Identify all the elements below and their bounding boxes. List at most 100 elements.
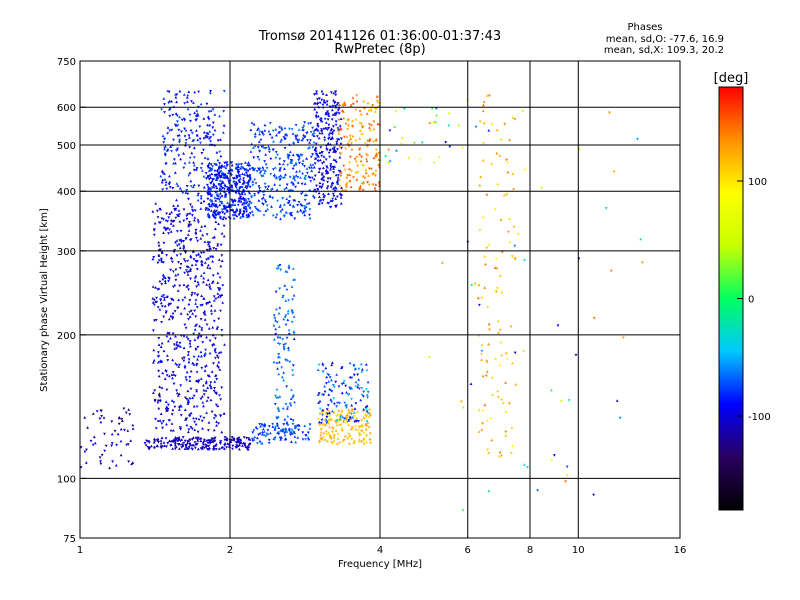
data-point (210, 198, 214, 202)
data-point (254, 182, 258, 185)
data-point (484, 262, 487, 266)
data-point (177, 406, 181, 409)
data-point (366, 412, 370, 415)
data-point (371, 104, 374, 107)
data-point (192, 394, 196, 398)
data-point (331, 165, 335, 169)
data-point (278, 126, 281, 129)
data-point (284, 427, 287, 431)
data-point (337, 385, 341, 388)
data-point (245, 215, 249, 219)
data-point (159, 207, 162, 211)
data-point (188, 341, 192, 345)
data-point (395, 148, 398, 152)
data-point (170, 373, 174, 376)
data-point (213, 387, 216, 390)
data-point (177, 243, 181, 246)
data-point (175, 364, 179, 367)
data-point (196, 337, 200, 340)
data-point (258, 130, 262, 134)
data-point (338, 440, 341, 444)
data-point (217, 422, 220, 425)
data-point (188, 221, 191, 224)
data-point (359, 159, 363, 163)
data-point (238, 438, 242, 442)
data-point (237, 199, 240, 203)
data-point (343, 416, 347, 420)
data-point (178, 363, 181, 367)
data-point (366, 396, 369, 399)
data-point (195, 362, 199, 366)
data-point (326, 118, 330, 121)
data-point (377, 104, 381, 108)
data-point (329, 165, 333, 169)
data-point (353, 440, 356, 444)
data-point (215, 424, 218, 427)
data-point (195, 236, 198, 240)
data-point (302, 205, 306, 208)
data-point (185, 417, 189, 421)
data-point (291, 153, 295, 157)
data-point (287, 264, 291, 267)
data-point (119, 439, 123, 443)
data-point (367, 174, 370, 177)
data-point (184, 326, 188, 330)
data-point (206, 197, 210, 201)
data-point (321, 413, 324, 417)
data-point (289, 160, 292, 164)
data-point (324, 423, 328, 427)
data-point (267, 425, 271, 428)
data-point (161, 277, 165, 281)
data-point (257, 140, 261, 143)
data-point (287, 267, 291, 270)
data-point (169, 145, 172, 148)
data-point (325, 146, 328, 150)
data-point (216, 292, 220, 295)
data-point (183, 102, 187, 105)
data-point (245, 185, 248, 188)
data-point (231, 201, 235, 205)
data-point (332, 125, 335, 128)
data-point (320, 120, 324, 124)
data-point (241, 444, 244, 447)
data-point (331, 425, 334, 429)
data-point (343, 101, 346, 104)
data-point (221, 217, 225, 221)
data-point (165, 187, 169, 191)
data-point (271, 148, 275, 152)
data-point (235, 174, 239, 177)
data-point (278, 287, 282, 291)
data-point (480, 349, 484, 353)
data-point (328, 155, 331, 159)
data-point (592, 493, 595, 497)
data-point (127, 460, 130, 463)
data-point (357, 420, 360, 423)
data-point (154, 319, 158, 322)
data-point (166, 408, 169, 412)
data-point (219, 192, 222, 195)
data-point (428, 121, 432, 124)
data-point (164, 368, 168, 372)
data-point (283, 203, 286, 206)
data-point (266, 429, 270, 432)
data-point (179, 384, 183, 387)
data-point (187, 439, 191, 443)
y-tick-label: 100 (57, 474, 76, 485)
stats-heading: Phases (627, 22, 662, 33)
data-point (338, 178, 342, 182)
data-point (327, 114, 331, 117)
data-point (210, 370, 214, 373)
data-point (178, 89, 182, 93)
data-point (252, 156, 256, 159)
data-point (307, 122, 310, 126)
data-point (267, 185, 270, 189)
data-point (178, 447, 181, 450)
data-point (253, 177, 257, 181)
data-point (275, 321, 279, 324)
data-point (469, 382, 473, 385)
data-point (618, 416, 622, 420)
data-point (523, 463, 526, 466)
data-point (318, 423, 322, 427)
data-point (214, 403, 218, 407)
colorbar-tick-label: 100 (748, 177, 767, 188)
